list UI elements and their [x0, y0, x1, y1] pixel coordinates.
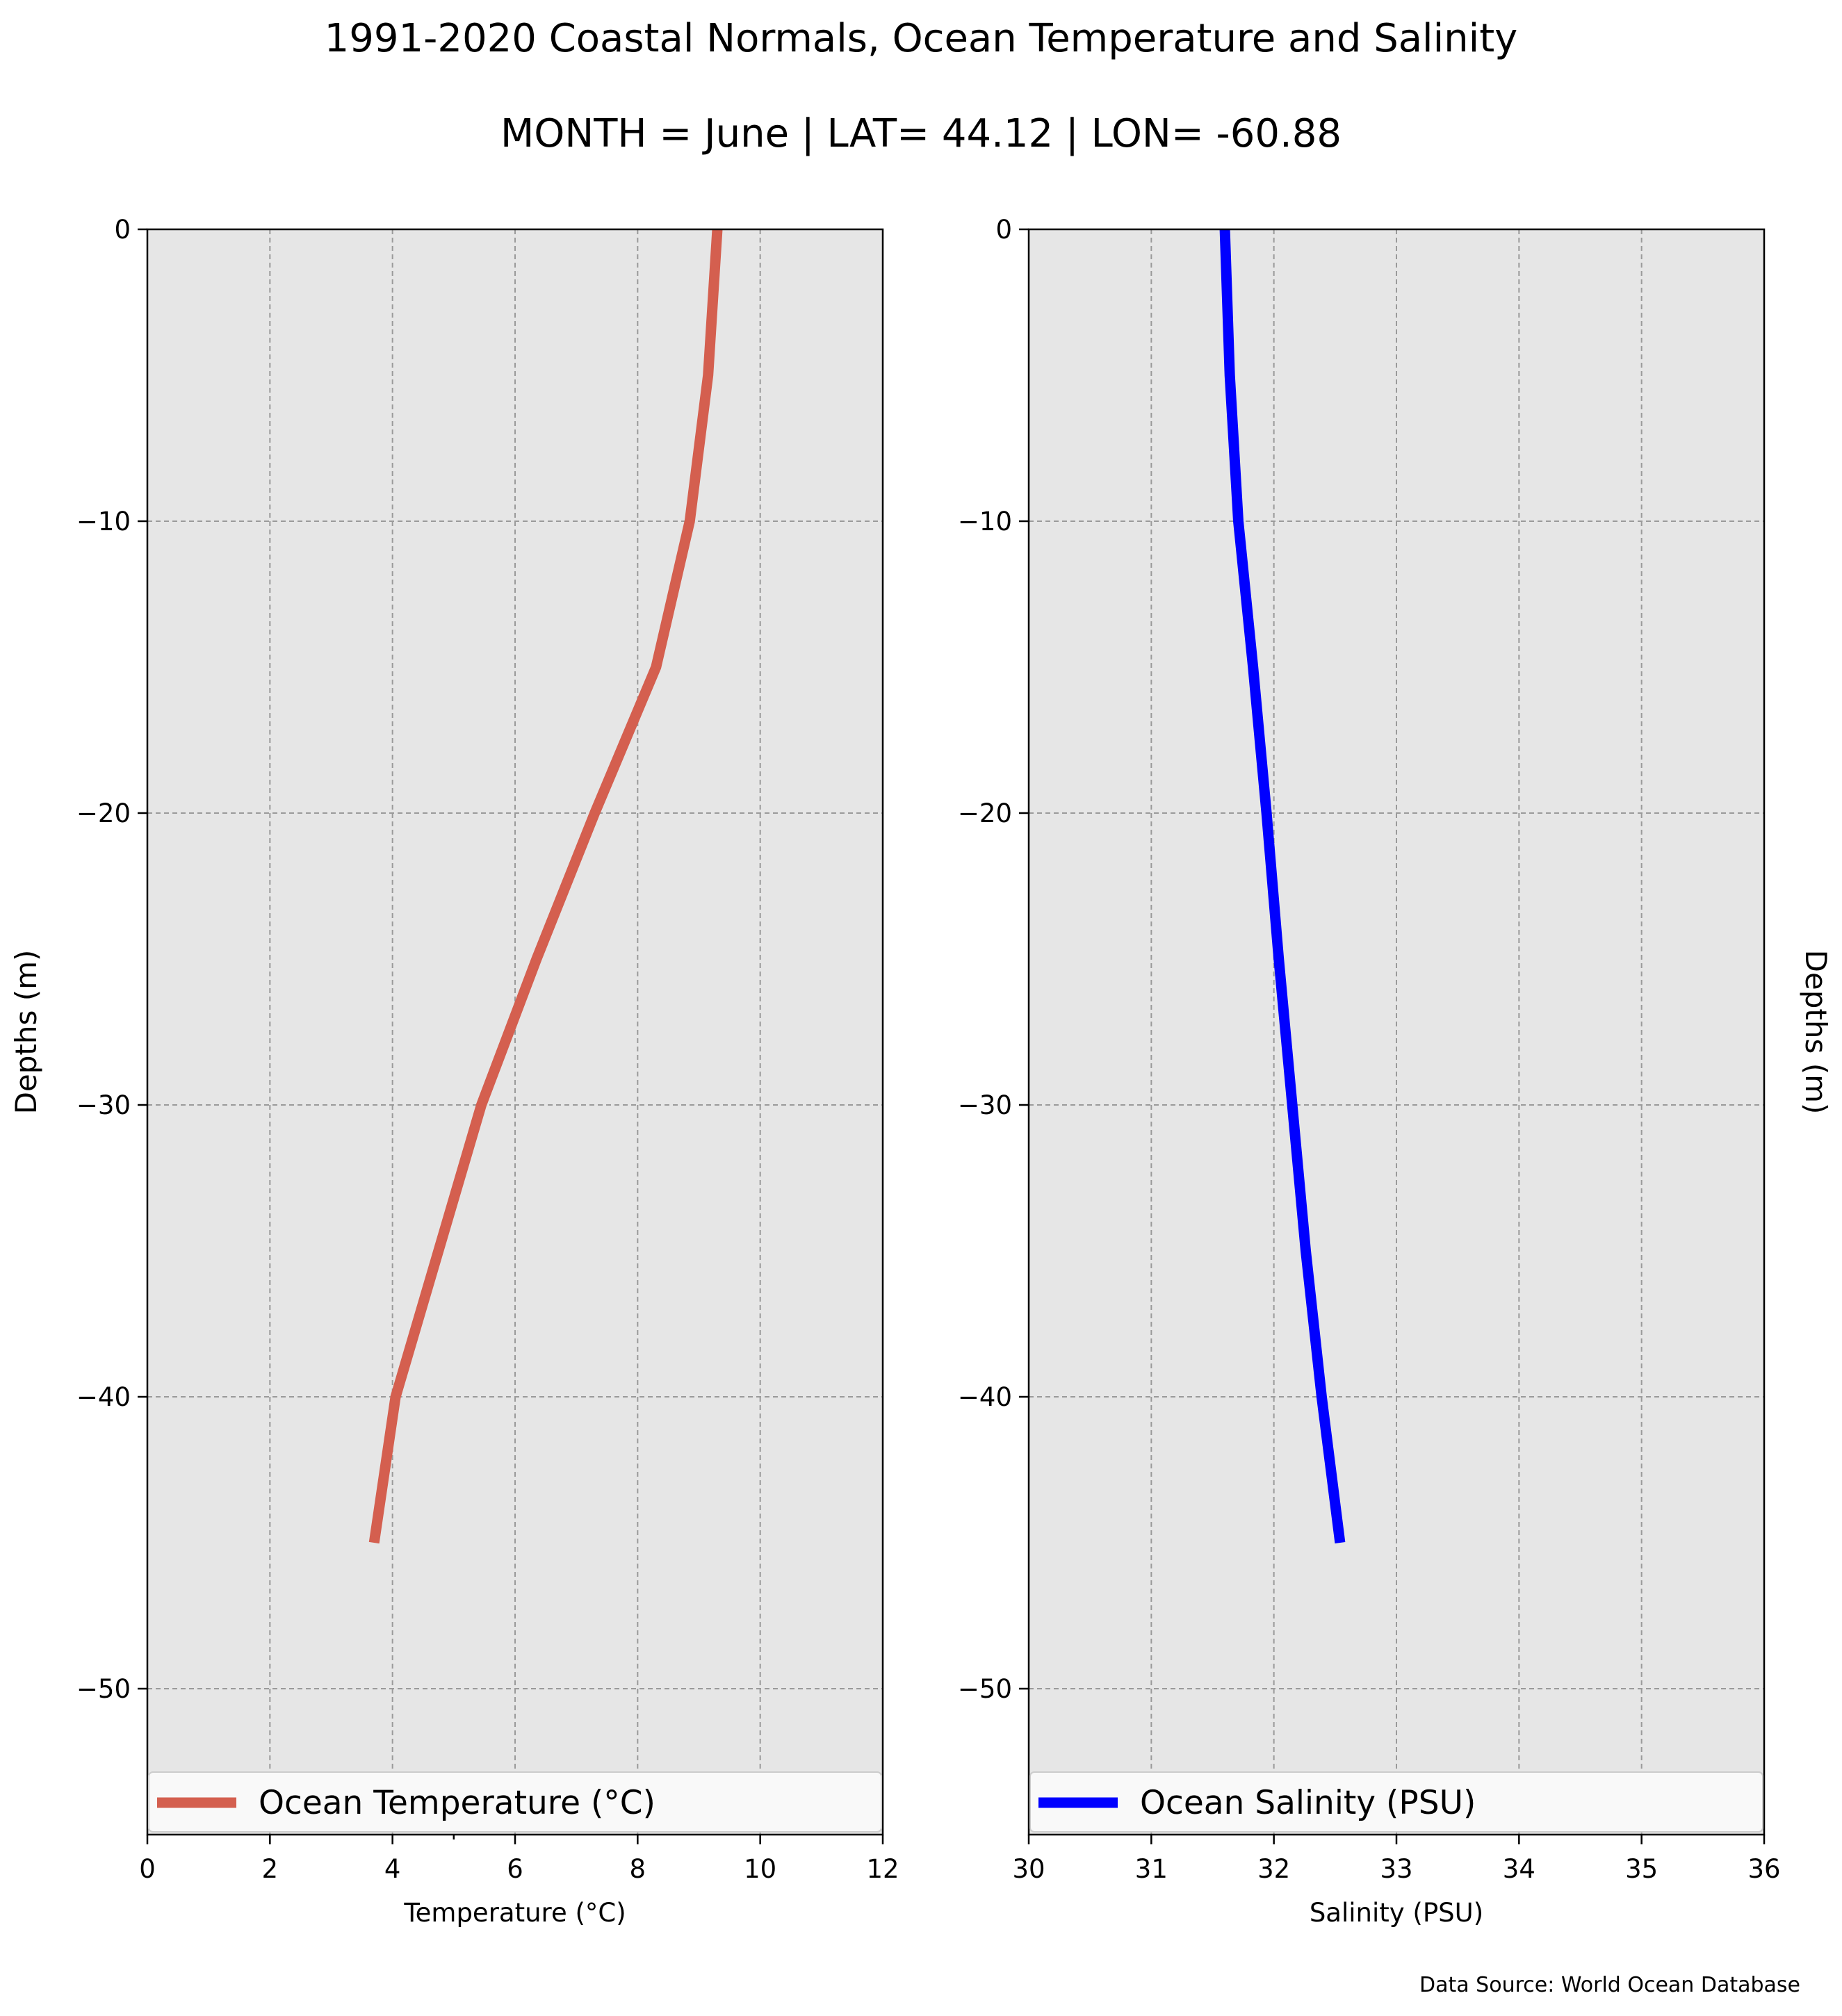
- x-tick-label: 35: [1625, 1854, 1658, 1884]
- chart-title: 1991-2020 Coastal Normals, Ocean Tempera…: [325, 16, 1518, 61]
- series-line-temperature: [368, 229, 723, 1544]
- y-tick-label: −30: [76, 1090, 131, 1120]
- x-tick-label: 12: [866, 1854, 899, 1884]
- y-tick-label: −10: [958, 507, 1012, 536]
- y-tick-label: −20: [76, 798, 131, 828]
- x-tick-label: 32: [1257, 1854, 1290, 1884]
- x-tick-label: 8: [630, 1854, 646, 1884]
- x-tick-label: 10: [744, 1854, 776, 1884]
- x-tick-label: 31: [1135, 1854, 1168, 1884]
- y-tick-label: −10: [76, 507, 131, 536]
- y-axis-label: Depths (m): [9, 950, 43, 1115]
- series-line-salinity: [1219, 229, 1346, 1543]
- data-source-note: Data Source: World Ocean Database: [1419, 1973, 1800, 1997]
- legend-box: [148, 1771, 882, 1833]
- x-axis-label: Salinity (PSU): [1310, 1898, 1483, 1928]
- legend: Ocean Temperature (°C): [148, 1771, 882, 1833]
- y-tick-label: −30: [958, 1090, 1012, 1120]
- x-tick-label: 2: [262, 1854, 279, 1884]
- legend-box: [1029, 1771, 1763, 1833]
- x-tick-label: 33: [1380, 1854, 1412, 1884]
- y-tick-label: 0: [114, 215, 131, 245]
- legend-label: Ocean Salinity (PSU): [1140, 1784, 1476, 1822]
- y-tick-label: −40: [76, 1382, 131, 1412]
- salinity-panel: 30 31 32 33 34 35 36 0 −10 −20 −30 −40 −50 Salinity (…: [958, 215, 1833, 1928]
- x-tick-label: 30: [1012, 1854, 1045, 1884]
- x-tick-label: 34: [1503, 1854, 1535, 1884]
- y-tick-label: −20: [958, 798, 1012, 828]
- legend-label: Ocean Temperature (°C): [259, 1784, 655, 1822]
- y-tick-label: −50: [958, 1674, 1012, 1704]
- x-tick-label: 0: [139, 1854, 156, 1884]
- y-tick-label: −40: [958, 1382, 1012, 1412]
- x-axis-label: Temperature (°C): [403, 1898, 626, 1928]
- legend: Ocean Salinity (PSU): [1029, 1771, 1763, 1833]
- y-tick-label: −50: [76, 1674, 131, 1704]
- x-tick-label: 36: [1747, 1854, 1780, 1884]
- temperature-panel: 0 2 4 6 8 10 12 0 −10 −20 −30 −40 −50 Temperature (°C…: [9, 215, 899, 1928]
- y-axis-label: Depths (m): [1799, 950, 1833, 1115]
- x-tick-label: 4: [384, 1854, 401, 1884]
- chart-subtitle: MONTH = June | LAT= 44.12 | LON= -60.88: [500, 111, 1342, 156]
- y-tick-label: 0: [995, 215, 1012, 245]
- x-tick-label: 6: [507, 1854, 523, 1884]
